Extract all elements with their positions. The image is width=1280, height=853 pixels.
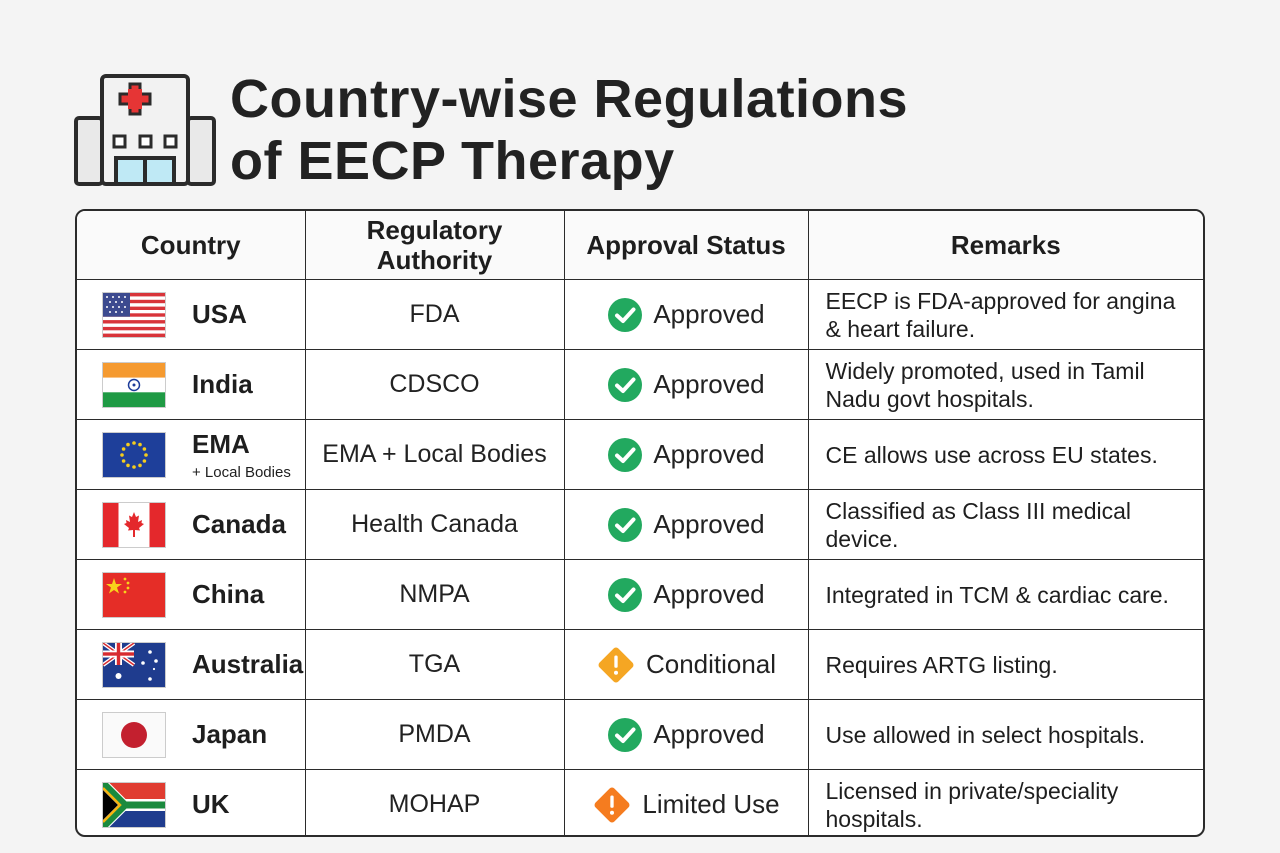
check-circle-icon [608,507,643,542]
authority-cell: MOHAP [304,769,565,835]
status-label: Approved [653,579,765,609]
country-cell: UK [77,769,306,835]
warning-diamond-icon [594,787,630,822]
country-cell: India [77,349,306,420]
country-cell: Canada [77,489,306,560]
status-cell: Approved [563,699,809,770]
status-label: Conditional [645,649,777,679]
check-circle-icon [608,367,643,402]
title-line-1: Country-wise Regulations [230,69,909,129]
authority-cell: PMDA [304,699,565,770]
country-name: Australia [192,649,304,679]
table-row: Canada Health Canada Approved Classified… [77,489,1203,560]
country-cell: EMA + Local Bodies [77,419,306,490]
table-row: China NMPA Approved Integrated in TCM & … [77,559,1203,630]
check-circle-icon [608,437,643,472]
page-title: Country-wise Regulations of EECP Therapy [230,68,908,192]
table-row: EMA + Local Bodies EMA + Local Bodies Ap… [77,419,1203,490]
table-row: UK MOHAP Limited Use Licensed in private… [77,769,1203,835]
status-label: Approved [653,509,765,539]
check-circle-icon [608,577,643,612]
country-name: USA [192,299,247,329]
regulations-table: Country Regulatory Authority Approval St… [75,209,1205,837]
check-circle-icon [608,297,643,332]
china-flag-icon [103,572,165,617]
country-name: India [192,369,253,399]
title-line-2: of EECP Therapy [230,131,675,191]
country-name-sub: + Local Bodies [192,463,291,481]
status-cell: Limited Use [563,769,809,835]
country-cell: USA [77,279,306,350]
header-authority: Regulatory Authority [304,211,565,280]
usa-flag-icon [103,292,165,337]
country-name: EMA + Local Bodies [192,429,291,481]
remarks-cell: Licensed in private/speciality hospitals… [807,769,1203,835]
table-header-row: Country Regulatory Authority Approval St… [77,211,1203,280]
country-name-main: EMA [192,428,250,459]
remarks-cell: CE allows use across EU states. [807,419,1203,490]
table-row: Australia TGA Conditional Requires ARTG … [77,629,1203,700]
remarks-cell: Classified as Class III medical device. [807,489,1203,560]
header-authority-line-2: Authority [376,245,493,275]
country-name: Canada [192,509,286,539]
remarks-cell: Use allowed in select hospitals. [807,699,1203,770]
table-row: India CDSCO Approved Widely promoted, us… [77,349,1203,420]
japan-flag-icon [103,712,165,757]
header-remarks: Remarks [807,211,1203,280]
page-header: Country-wise Regulations of EECP Therapy [74,68,1074,193]
status-cell: Approved [563,349,809,420]
country-cell: Australia [77,629,306,700]
warning-diamond-icon [598,647,634,682]
authority-cell: FDA [304,279,565,350]
country-name: Japan [192,719,268,749]
country-cell: China [77,559,306,630]
table-row: USA FDA Approved EECP is FDA-approved fo… [77,279,1203,350]
status-cell: Approved [563,279,809,350]
status-label: Limited Use [642,789,780,819]
remarks-cell: Requires ARTG listing. [807,629,1203,700]
check-circle-icon [608,717,643,752]
authority-cell: EMA + Local Bodies [304,419,565,490]
header-status: Approval Status [563,211,809,280]
authority-cell: CDSCO [304,349,565,420]
status-label: Approved [653,369,765,399]
authority-cell: NMPA [304,559,565,630]
canada-flag-icon [103,502,165,547]
status-label: Approved [653,719,765,749]
country-name: UK [192,789,230,819]
table-row: Japan PMDA Approved Use allowed in selec… [77,699,1203,770]
remarks-cell: Widely promoted, used in Tamil Nadu govt… [807,349,1203,420]
status-label: Approved [653,439,765,469]
status-cell: Approved [563,489,809,560]
australia-flag-icon [103,642,165,687]
status-cell: Approved [563,559,809,630]
remarks-cell: Integrated in TCM & cardiac care. [807,559,1203,630]
hospital-icon [74,74,216,186]
header-authority-line-1: Regulatory [366,215,503,245]
remarks-cell: EECP is FDA-approved for angina & heart … [807,279,1203,350]
authority-cell: TGA [304,629,565,700]
country-name: China [192,579,265,609]
status-cell: Approved [563,419,809,490]
south-africa-flag-icon [103,782,165,827]
eu-flag-icon [103,432,165,477]
status-label: Approved [653,299,765,329]
india-flag-icon [103,362,165,407]
status-cell: Conditional [563,629,809,700]
header-country: Country [77,211,306,280]
authority-cell: Health Canada [304,489,565,560]
country-cell: Japan [77,699,306,770]
